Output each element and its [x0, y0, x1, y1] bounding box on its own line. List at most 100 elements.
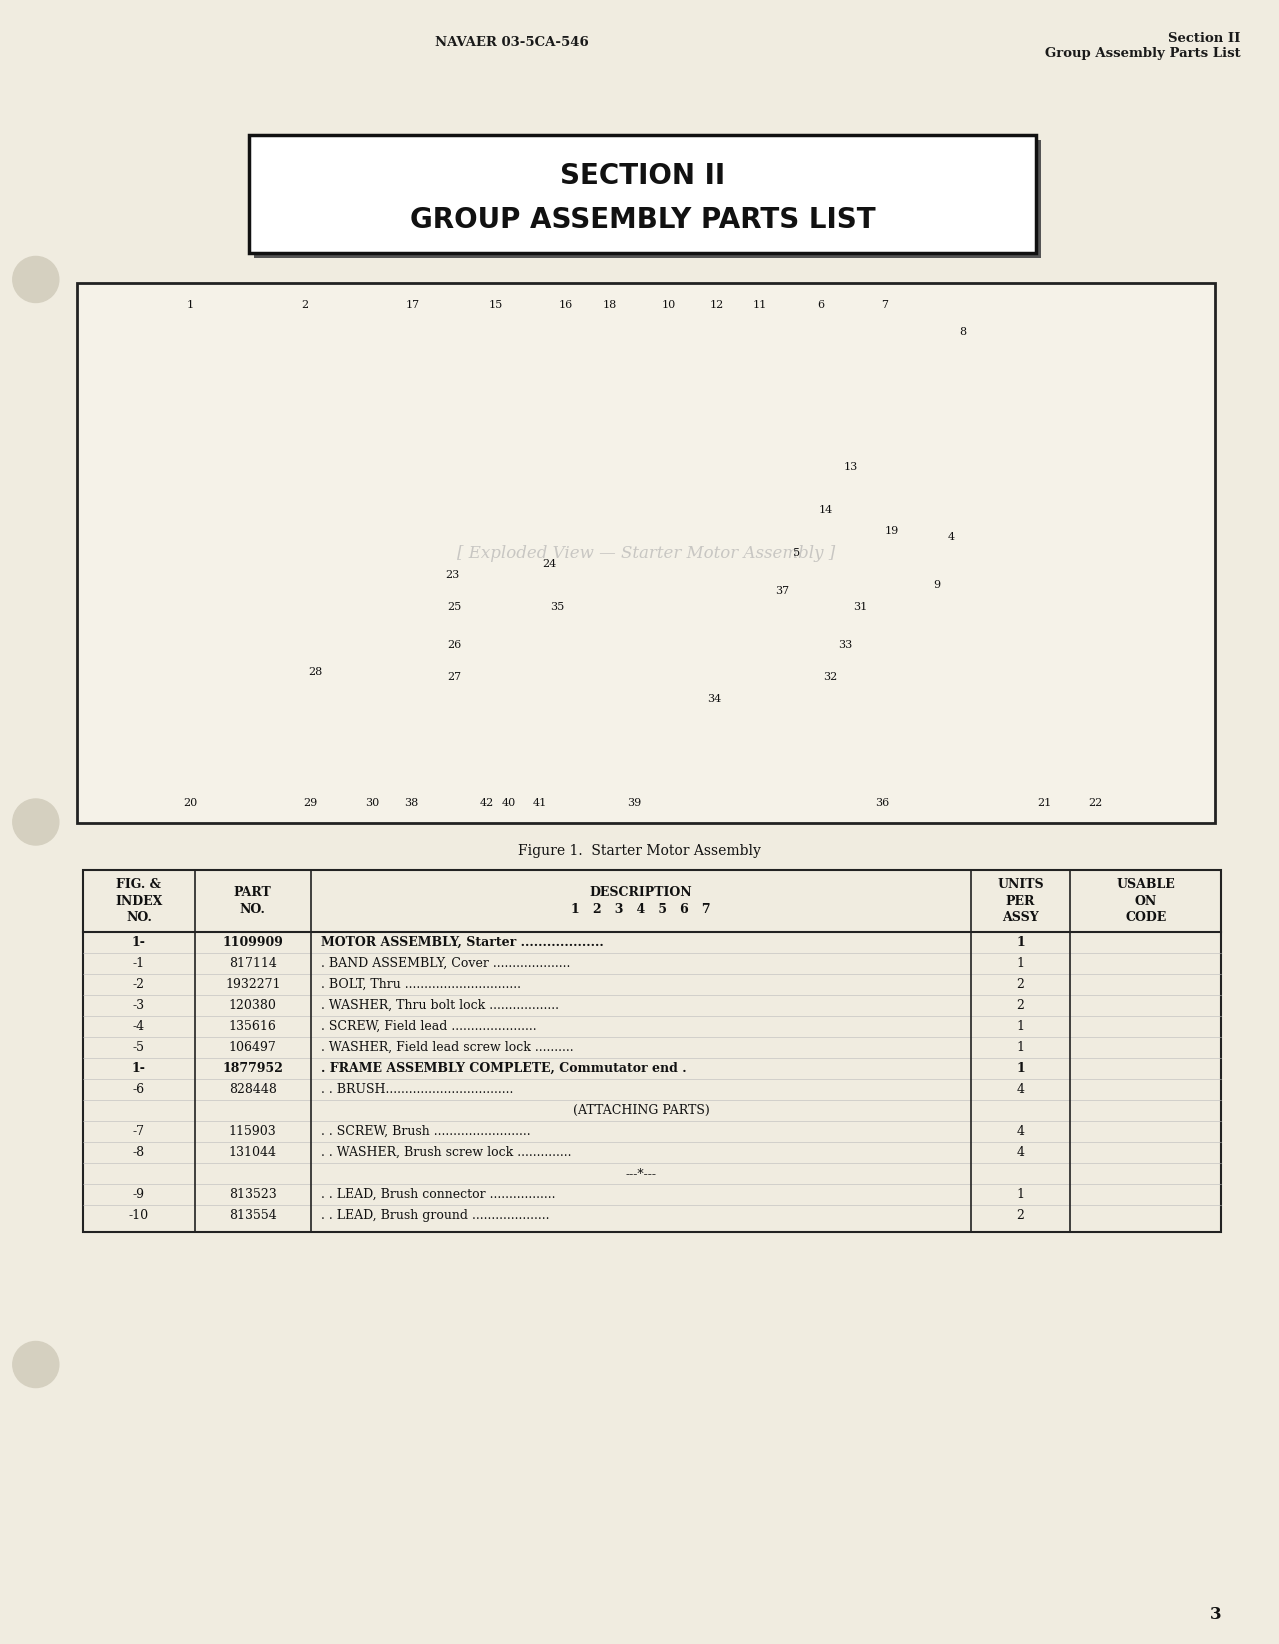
Text: 1-: 1-	[132, 935, 146, 949]
Text: 4: 4	[1017, 1124, 1024, 1138]
Circle shape	[13, 1342, 59, 1388]
Text: 33: 33	[838, 640, 852, 649]
Text: 1: 1	[1017, 957, 1024, 970]
Text: . SCREW, Field lead ......................: . SCREW, Field lead ....................…	[321, 1019, 536, 1032]
Text: MOTOR ASSEMBLY, Starter ...................: MOTOR ASSEMBLY, Starter ................…	[321, 935, 604, 949]
Text: 4: 4	[1017, 1083, 1024, 1097]
Text: PART
NO.: PART NO.	[234, 886, 271, 916]
Text: 1: 1	[1017, 1019, 1024, 1032]
Text: 29: 29	[303, 797, 317, 807]
Text: . . LEAD, Brush connector .................: . . LEAD, Brush connector ..............…	[321, 1189, 555, 1202]
Text: 131044: 131044	[229, 1146, 276, 1159]
Text: 1-: 1-	[132, 1062, 146, 1075]
Text: 31: 31	[853, 602, 867, 612]
Text: -2: -2	[133, 978, 145, 991]
Text: 813523: 813523	[229, 1189, 276, 1202]
Text: DESCRIPTION
1   2   3   4   5   6   7: DESCRIPTION 1 2 3 4 5 6 7	[572, 886, 711, 916]
Text: 1: 1	[187, 299, 194, 311]
Circle shape	[13, 799, 59, 845]
Text: . . BRUSH.................................: . . BRUSH...............................…	[321, 1083, 513, 1097]
Text: 9: 9	[934, 580, 941, 590]
Text: 20: 20	[183, 797, 198, 807]
Text: 2: 2	[1017, 978, 1024, 991]
Text: . BOLT, Thru ..............................: . BOLT, Thru ...........................…	[321, 978, 521, 991]
Text: USABLE
ON
CODE: USABLE ON CODE	[1117, 878, 1175, 924]
Text: 115903: 115903	[229, 1124, 276, 1138]
Text: UNITS
PER
ASSY: UNITS PER ASSY	[998, 878, 1044, 924]
Text: FIG. &
INDEX
NO.: FIG. & INDEX NO.	[115, 878, 162, 924]
Text: 21: 21	[1037, 797, 1051, 807]
Text: 14: 14	[819, 505, 833, 515]
Text: NAVAER 03-5CA-546: NAVAER 03-5CA-546	[435, 36, 588, 49]
Text: 28: 28	[308, 667, 322, 677]
Text: 2: 2	[1017, 1208, 1024, 1221]
Text: 38: 38	[404, 797, 418, 807]
Bar	[77, 283, 1215, 824]
Text: 18: 18	[602, 299, 616, 311]
Text: . . WASHER, Brush screw lock ..............: . . WASHER, Brush screw lock ...........…	[321, 1146, 572, 1159]
Text: -3: -3	[133, 1000, 145, 1013]
Text: 2: 2	[301, 299, 308, 311]
Text: -9: -9	[133, 1189, 145, 1202]
Text: 1932271: 1932271	[225, 978, 280, 991]
Text: 106497: 106497	[229, 1041, 276, 1054]
Text: 34: 34	[707, 694, 721, 704]
Text: -6: -6	[133, 1083, 145, 1097]
Text: 1: 1	[1017, 1189, 1024, 1202]
Text: -1: -1	[133, 957, 145, 970]
Text: 27: 27	[448, 672, 462, 682]
Text: 1109909: 1109909	[223, 935, 283, 949]
Text: Section II: Section II	[1168, 31, 1241, 44]
Text: 11: 11	[752, 299, 767, 311]
Text: 1877952: 1877952	[223, 1062, 283, 1075]
Text: -4: -4	[133, 1019, 145, 1032]
Text: 35: 35	[550, 602, 564, 612]
Text: 120380: 120380	[229, 1000, 276, 1013]
Text: ---*---: ---*---	[625, 1167, 656, 1180]
Text: 25: 25	[448, 602, 462, 612]
Text: 16: 16	[559, 299, 573, 311]
Text: 12: 12	[710, 299, 724, 311]
Text: (ATTACHING PARTS): (ATTACHING PARTS)	[573, 1105, 710, 1116]
Text: -7: -7	[133, 1124, 145, 1138]
Text: 23: 23	[445, 569, 459, 580]
Text: 7: 7	[881, 299, 889, 311]
Text: 1: 1	[1017, 1041, 1024, 1054]
Text: 19: 19	[885, 526, 899, 536]
Circle shape	[13, 256, 59, 302]
Text: 42: 42	[480, 797, 494, 807]
Text: . . LEAD, Brush ground ....................: . . LEAD, Brush ground .................…	[321, 1208, 549, 1221]
Text: 1: 1	[1016, 935, 1024, 949]
Text: SECTION II: SECTION II	[560, 163, 725, 191]
Text: Figure 1.  Starter Motor Assembly: Figure 1. Starter Motor Assembly	[518, 843, 761, 858]
Text: 817114: 817114	[229, 957, 276, 970]
Text: 1: 1	[1016, 1062, 1024, 1075]
Bar	[255, 140, 1041, 258]
Bar	[83, 870, 1221, 1231]
Text: 39: 39	[628, 797, 642, 807]
Text: 6: 6	[817, 299, 825, 311]
Text: 40: 40	[503, 797, 517, 807]
Text: 3: 3	[1210, 1606, 1221, 1623]
Text: [ Exploded View — Starter Motor Assembly ]: [ Exploded View — Starter Motor Assembly…	[457, 544, 835, 562]
Text: 37: 37	[775, 585, 789, 595]
Text: 4: 4	[1017, 1146, 1024, 1159]
Text: 30: 30	[366, 797, 380, 807]
Text: 36: 36	[876, 797, 890, 807]
Text: 813554: 813554	[229, 1208, 276, 1221]
Text: 8: 8	[959, 327, 966, 337]
Text: 828448: 828448	[229, 1083, 276, 1097]
Text: . BAND ASSEMBLY, Cover ....................: . BAND ASSEMBLY, Cover .................…	[321, 957, 570, 970]
Text: -8: -8	[133, 1146, 145, 1159]
Bar	[249, 135, 1036, 253]
Text: 24: 24	[542, 559, 556, 569]
Text: 15: 15	[489, 299, 503, 311]
Text: 26: 26	[448, 640, 462, 649]
Text: 22: 22	[1088, 797, 1102, 807]
Text: . FRAME ASSEMBLY COMPLETE, Commutator end .: . FRAME ASSEMBLY COMPLETE, Commutator en…	[321, 1062, 687, 1075]
Text: . WASHER, Thru bolt lock ..................: . WASHER, Thru bolt lock ...............…	[321, 1000, 559, 1013]
Text: -10: -10	[129, 1208, 148, 1221]
Text: . . SCREW, Brush .........................: . . SCREW, Brush .......................…	[321, 1124, 531, 1138]
Text: GROUP ASSEMBLY PARTS LIST: GROUP ASSEMBLY PARTS LIST	[409, 206, 876, 233]
Text: 32: 32	[824, 672, 838, 682]
